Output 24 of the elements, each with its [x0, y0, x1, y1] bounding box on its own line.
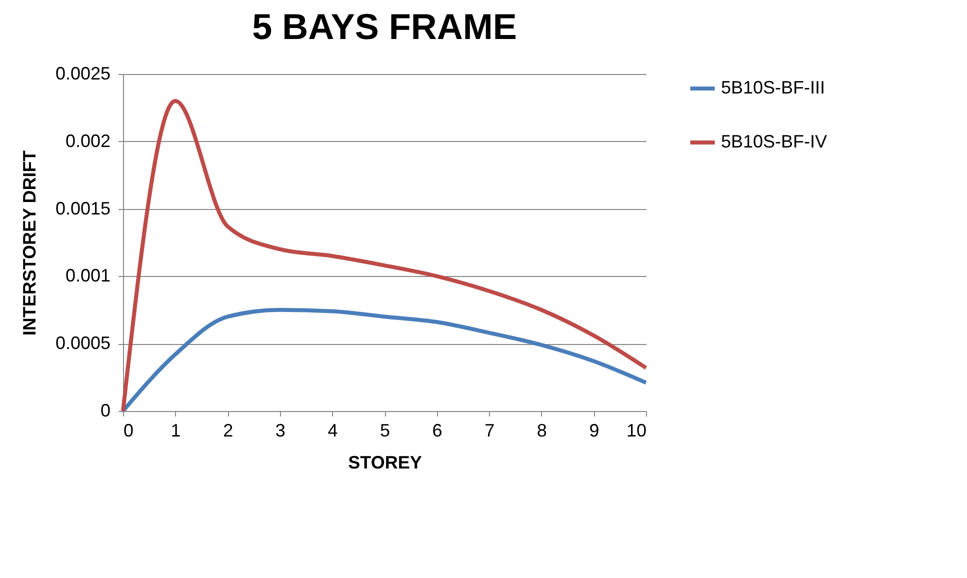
x-tick-label: 7 — [484, 420, 495, 440]
y-tick-label: 0.001 — [65, 266, 110, 286]
y-tick-label: 0.0005 — [55, 333, 110, 354]
line-series — [121, 308, 648, 413]
x-tick-label: 3 — [275, 420, 286, 440]
y-tick-label: 0 — [100, 400, 110, 420]
x-tick-label: 0 — [124, 420, 134, 440]
legend-label: 5B10S-BF-III — [721, 78, 826, 98]
x-tick-label: 5 — [380, 420, 390, 440]
x-tick-label: 6 — [432, 420, 442, 440]
line-series — [121, 98, 648, 413]
y-tick-label: 0.0025 — [55, 64, 110, 84]
x-tick-label: 2 — [223, 420, 234, 440]
x-tick-label: 9 — [589, 420, 600, 440]
x-tick-label: 10 — [626, 420, 646, 440]
chart-title: 5 BAYS FRAME — [252, 6, 517, 47]
x-axis-title: STOREY — [348, 452, 422, 472]
x-tick-label: 4 — [328, 420, 338, 440]
x-tick-label: 1 — [170, 420, 181, 440]
x-tick-label: 8 — [536, 420, 547, 440]
y-axis-title: INTERSTOREY DRIFT — [19, 150, 40, 336]
legend-label: 5B10S-BF-IV — [721, 132, 828, 152]
y-tick-label: 0.002 — [65, 130, 110, 151]
y-tick-label: 0.0015 — [55, 198, 110, 218]
